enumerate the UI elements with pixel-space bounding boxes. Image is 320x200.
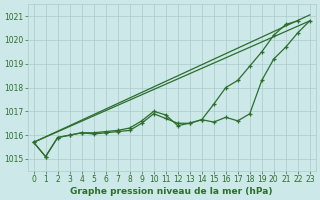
X-axis label: Graphe pression niveau de la mer (hPa): Graphe pression niveau de la mer (hPa)	[70, 187, 273, 196]
